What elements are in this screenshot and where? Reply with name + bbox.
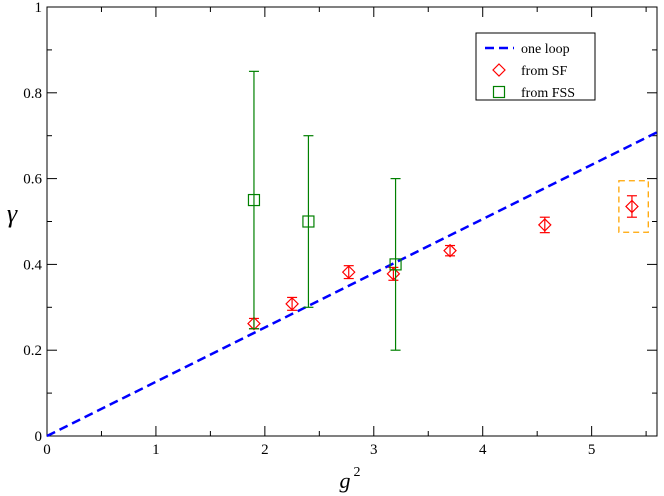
legend-label: one loop — [521, 42, 570, 57]
y-tick-label: 0.2 — [23, 343, 42, 359]
x-tick-label: 0 — [43, 442, 51, 458]
data-point-sf — [285, 297, 299, 311]
legend: one loop from SF from FSS — [475, 32, 596, 101]
y-axis-label: γ — [7, 199, 18, 228]
data-point-sf — [625, 199, 639, 214]
series-line-one-loop — [46, 131, 658, 438]
x-tick-label: 5 — [588, 442, 596, 458]
data-point-fss — [247, 193, 261, 207]
data-point-sf — [341, 265, 356, 279]
legend-label: from SF — [521, 64, 568, 79]
x-tick-label: 1 — [152, 442, 160, 458]
data-point-sf — [386, 266, 401, 281]
data-point-fss — [302, 215, 315, 228]
y-tick-label: 0.8 — [23, 86, 42, 102]
y-tick-label: 0.4 — [23, 257, 42, 273]
x-axis-label-exponent: 2 — [354, 465, 361, 480]
legend-label: from FSS — [521, 86, 575, 101]
highlight-box — [618, 180, 649, 233]
data-point-sf — [247, 316, 261, 331]
data-point-sf — [537, 218, 552, 232]
x-tick-label: 4 — [479, 442, 487, 458]
data-point-sf — [443, 243, 457, 258]
ticks: 0 1 2 3 4 5 0 0.2 0.4 0.6 0.8 1 — [23, 0, 657, 458]
legend-marker-sf — [492, 63, 506, 77]
x-axis-label-base: g — [340, 468, 351, 493]
x-tick-label: 2 — [261, 442, 269, 458]
series-layer — [46, 70, 658, 438]
y-tick-label: 1 — [35, 0, 43, 16]
legend-marker-fss — [492, 85, 506, 99]
data-point-fss — [389, 258, 402, 271]
y-tick-label: 0.6 — [23, 172, 42, 188]
x-tick-label: 3 — [370, 442, 378, 458]
y-tick-label: 0 — [35, 429, 43, 445]
